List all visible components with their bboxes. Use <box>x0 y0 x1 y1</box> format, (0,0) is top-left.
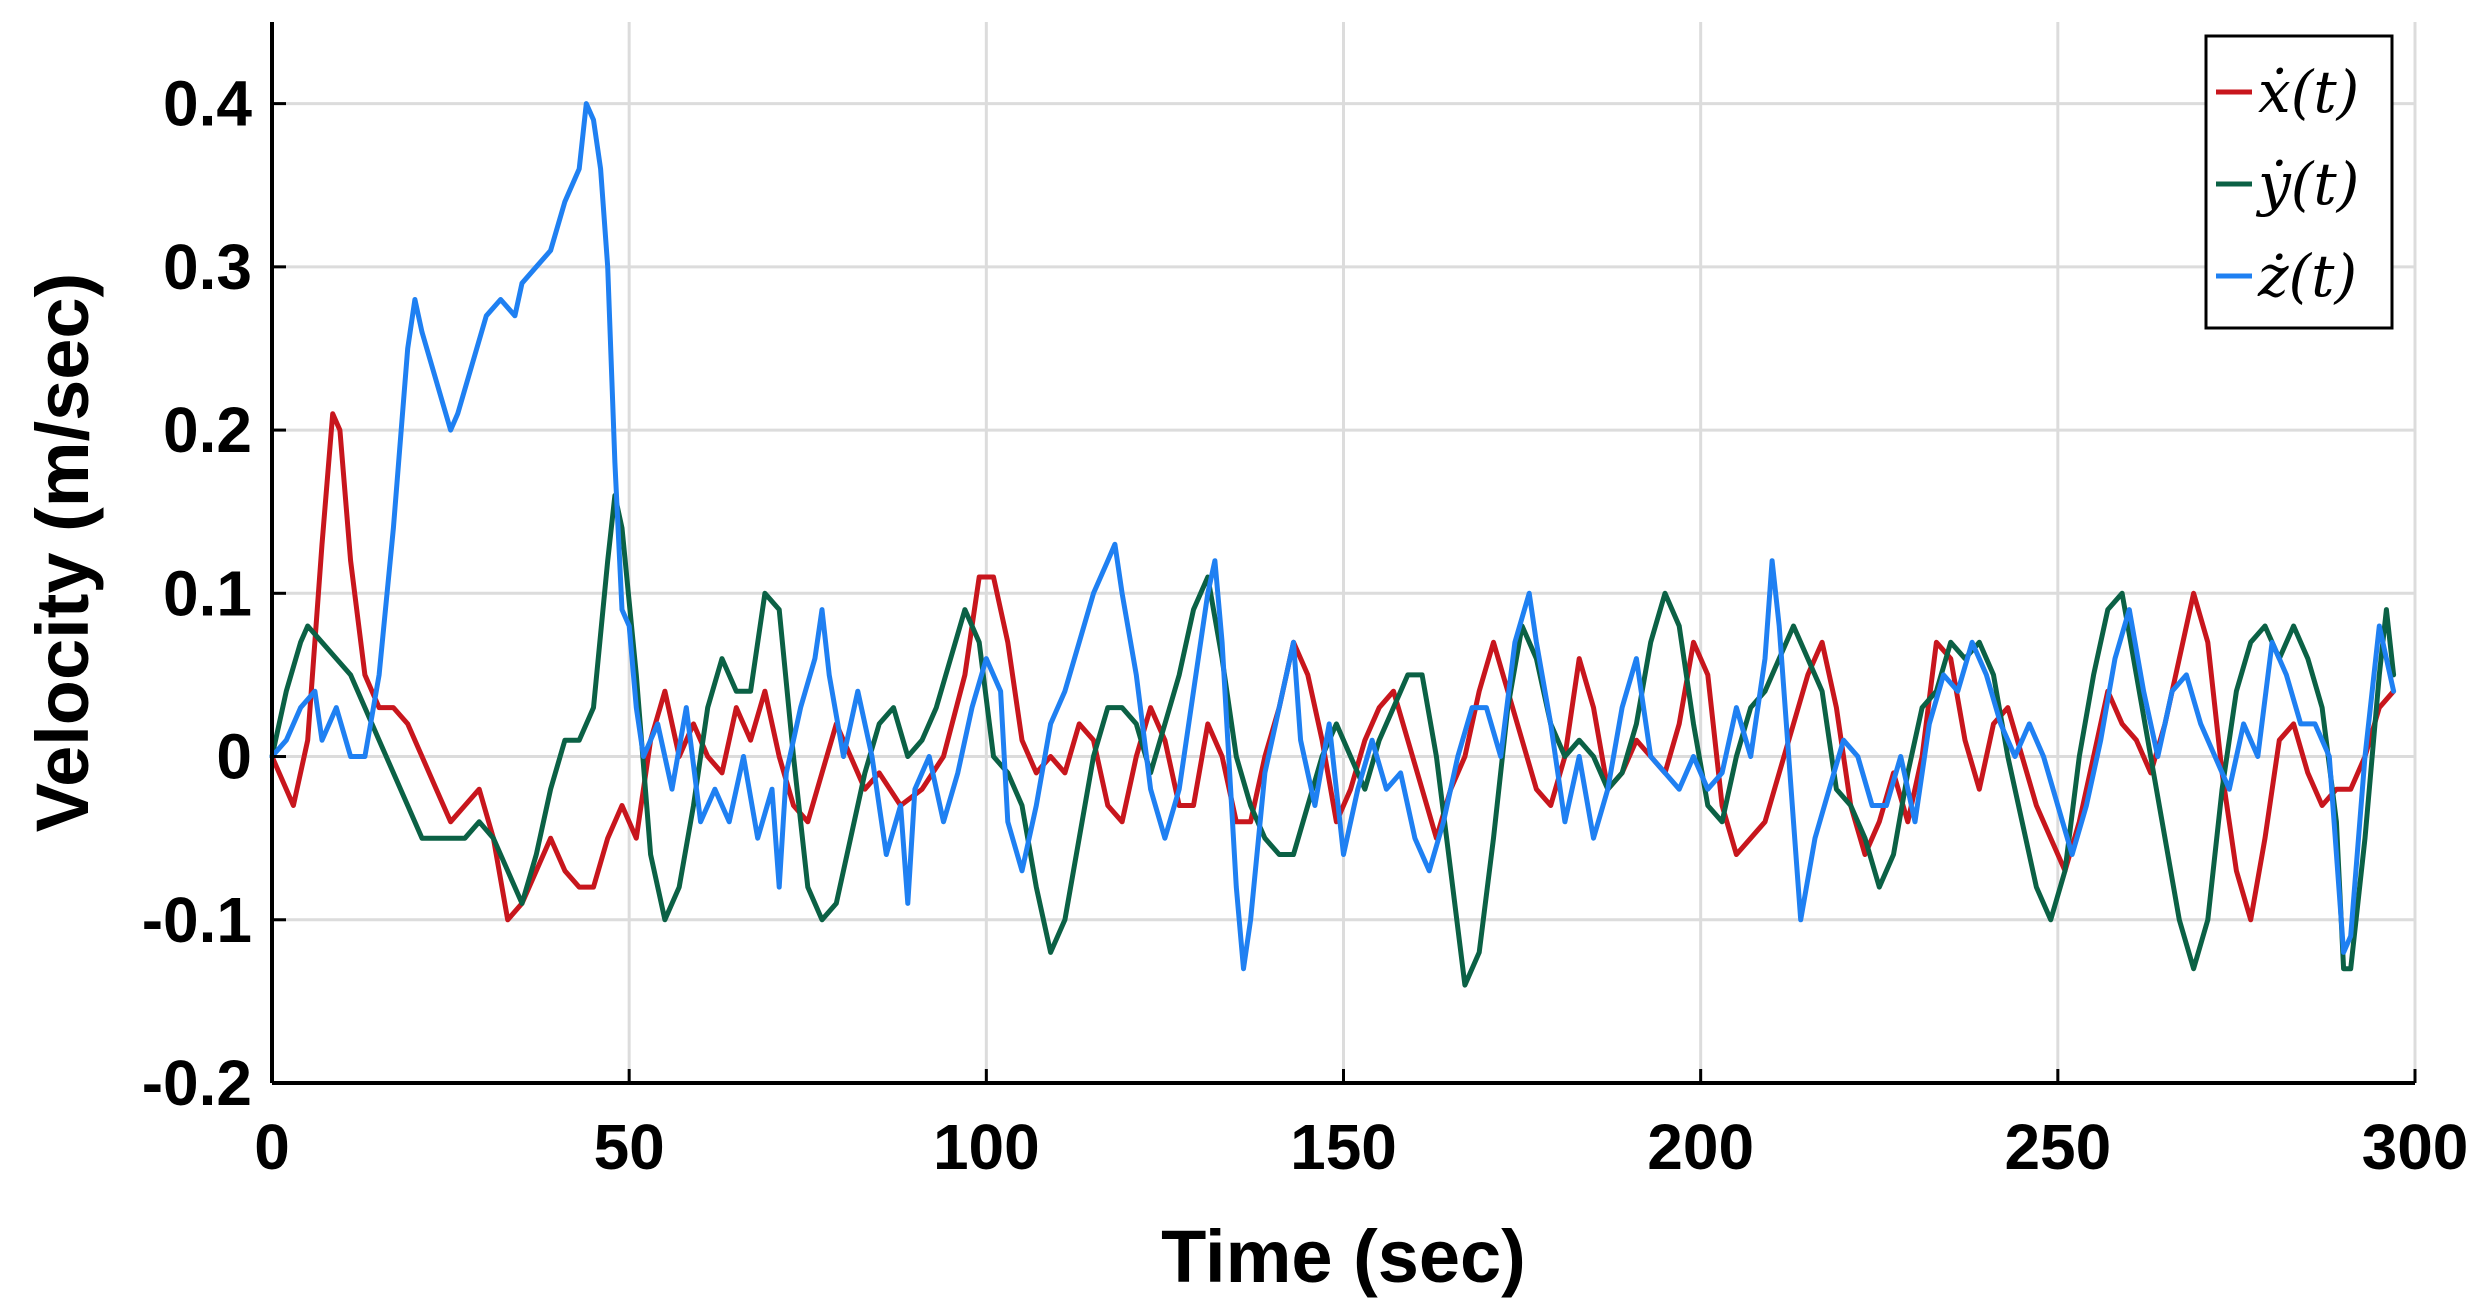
x-tick-labels: 0 50 100 150 200 250 300 <box>254 1069 2468 1183</box>
y-tick-label-3: 0.1 <box>163 557 252 629</box>
x-tick-label-1: 50 <box>594 1111 665 1183</box>
x-tick-label-0: 0 <box>254 1111 290 1183</box>
series-line-0 <box>269 411 2397 923</box>
grid-lines <box>272 22 2417 1083</box>
y-tick-label-1: -0.1 <box>142 884 252 956</box>
y-tick-label-2: 0 <box>216 721 252 793</box>
legend-label-1: ẏ(t) <box>2255 150 2359 218</box>
x-tick-label-6: 300 <box>2362 1111 2469 1183</box>
y-tick-label-5: 0.3 <box>163 231 252 303</box>
y-axis-title: Velocity (m/sec) <box>21 273 104 832</box>
x-tick-label-2: 100 <box>933 1111 1040 1183</box>
legend: ẋ(t) ẏ(t) ż(t) <box>2204 34 2394 330</box>
y-tick-labels: -0.2 -0.1 0 0.1 0.2 0.3 0.4 <box>142 68 286 1119</box>
y-tick-label-4: 0.2 <box>163 394 252 466</box>
x-tick-label-5: 250 <box>2004 1111 2111 1183</box>
x-axis-title: Time (sec) <box>1161 1215 1526 1298</box>
legend-label-2: ż(t) <box>2257 242 2357 310</box>
series-line-2 <box>269 101 2397 972</box>
series-layer <box>269 101 2397 988</box>
y-tick-label-6: 0.4 <box>163 68 252 140</box>
y-tick-label-0: -0.2 <box>142 1047 252 1119</box>
x-tick-label-3: 150 <box>1290 1111 1397 1183</box>
x-tick-label-4: 200 <box>1647 1111 1754 1183</box>
legend-label-0: ẋ(t) <box>2258 58 2359 126</box>
